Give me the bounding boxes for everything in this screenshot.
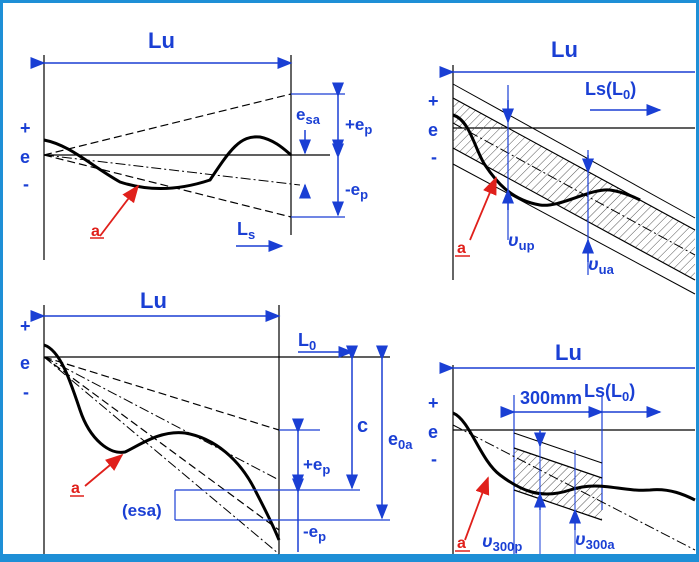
center-line <box>452 122 696 256</box>
ls-label: Ls <box>237 219 255 242</box>
plus-ep-label: +ep <box>303 455 330 477</box>
e-label: e <box>20 353 30 373</box>
minus-sign: - <box>431 449 437 469</box>
a-label: a <box>91 223 100 240</box>
minus-sign: - <box>23 382 29 402</box>
a-pointer-arrow <box>99 184 140 237</box>
plus-sign: + <box>20 316 31 336</box>
lower-tolerance-line <box>43 356 280 531</box>
outer-upper-line <box>452 83 696 219</box>
reference-line-1 <box>43 356 280 481</box>
a-label: a <box>71 480 80 497</box>
tolerance-band-hatched <box>514 448 602 520</box>
lu-label: Lu <box>148 28 175 53</box>
ls-l0-label: Ls(L0) <box>584 381 635 404</box>
lu-label: Lu <box>551 37 578 62</box>
e-label: e <box>20 147 30 167</box>
band-lower-line <box>513 489 603 521</box>
esa-label: (esa) <box>122 501 162 520</box>
lu-label: Lu <box>555 340 582 365</box>
panel-bottom-right: Lu Ls(L0) 300mm υ300p υ300a + e - a <box>428 340 696 554</box>
upper-tolerance-line <box>43 356 280 431</box>
minus-sign: - <box>23 174 29 194</box>
minus-ep-label: -ep <box>345 180 368 202</box>
band-upper-line <box>452 97 696 231</box>
minus-ep-label: -ep <box>303 522 326 544</box>
esa-label: esa <box>296 105 321 127</box>
plus-sign: + <box>20 118 31 138</box>
minus-sign: - <box>431 147 437 167</box>
vua-label: υua <box>588 254 615 277</box>
plus-ep-label: +ep <box>345 115 372 137</box>
lower-tolerance-line <box>43 154 292 218</box>
l0-label: L0 <box>298 330 316 353</box>
plus-sign: + <box>428 91 439 111</box>
a-label: a <box>457 240 466 257</box>
actual-profile-curve <box>43 135 292 190</box>
tolerance-band-hatched <box>453 98 695 280</box>
lu-label: Lu <box>140 288 167 313</box>
e-label: e <box>428 422 438 442</box>
a-label: a <box>457 535 466 552</box>
e0a-label: e0a <box>388 429 413 452</box>
center-line <box>452 424 696 551</box>
reference-line-2 <box>43 356 280 555</box>
upper-tolerance-line <box>43 93 292 156</box>
ls-l0-label: Ls(L0) <box>585 79 636 102</box>
a-pointer-arrow <box>464 476 490 541</box>
panel-top-left: Lu esa +ep -ep Ls + e - a <box>20 28 372 260</box>
v300p-label: υ300p <box>482 531 522 554</box>
e-label: e <box>428 120 438 140</box>
band-upper-line <box>513 447 603 479</box>
vup-label: υup <box>508 230 535 253</box>
actual-profile-curve <box>452 113 641 207</box>
plus-sign: + <box>428 393 439 413</box>
band-lower-line <box>452 147 696 281</box>
a-pointer-arrow <box>469 176 497 241</box>
actual-profile-curve <box>452 411 696 502</box>
300mm-label: 300mm <box>520 388 582 408</box>
outer-upper-line <box>513 432 603 464</box>
a-pointer-arrow <box>84 453 124 487</box>
c-label: c <box>357 415 368 437</box>
panel-top-right: Lu Ls(L0) υup υua + e - a <box>428 37 696 295</box>
panel-bottom-left: Lu L0 c e0a +ep -ep (esa) + e - a <box>20 288 413 555</box>
v300a-label: υ300a <box>575 529 615 552</box>
